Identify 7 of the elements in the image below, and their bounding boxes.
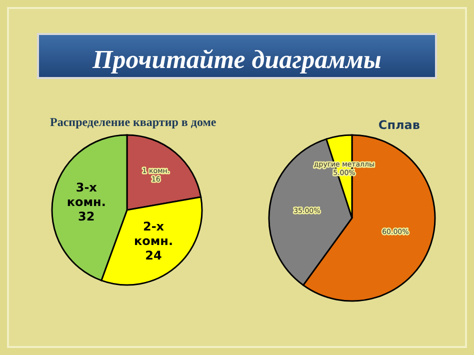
data-label: 32 (78, 210, 95, 224)
slice-label: 2-х комн. (134, 219, 174, 248)
data-label: 24 (145, 248, 162, 262)
chart-title: Сплав (378, 118, 420, 132)
slice-label: 3-х комн. (66, 180, 106, 210)
text: Прочитайте диаграммы (92, 45, 382, 74)
chart-title: Распределение квартир в доме (50, 115, 217, 129)
